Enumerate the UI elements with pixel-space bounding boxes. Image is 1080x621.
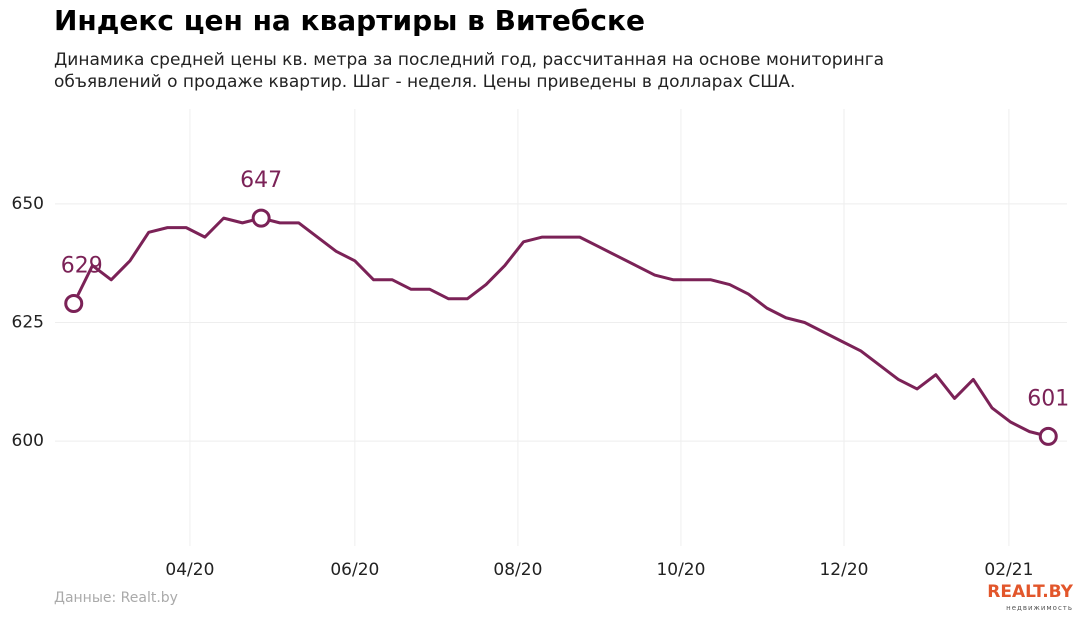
source: Данные: Realt.by xyxy=(54,590,178,606)
highlight-point xyxy=(251,208,271,228)
value-label: 601 xyxy=(1027,386,1069,411)
chart-title: Индекс цен на квартиры в Витебске xyxy=(54,4,645,37)
x-tick-label: 02/21 xyxy=(984,560,1033,580)
data-line xyxy=(72,216,1049,438)
x-tick-label: 04/20 xyxy=(165,560,214,580)
value-label: 647 xyxy=(240,168,282,193)
y-tick-label: 650 xyxy=(12,194,44,214)
y-tick-label: 625 xyxy=(12,313,44,333)
chart-subtitle: Динамика средней цены кв. метра за после… xyxy=(54,50,884,70)
x-tick-label: 10/20 xyxy=(656,560,705,580)
y-tick-label: 600 xyxy=(12,431,44,451)
highlight-point xyxy=(64,294,84,314)
logo: REALT.BY xyxy=(987,582,1073,602)
x-tick-label: 12/20 xyxy=(819,560,868,580)
logo-tagline: недвижимость xyxy=(1006,604,1073,612)
highlight-point xyxy=(1038,426,1058,446)
x-tick-label: 08/20 xyxy=(493,560,542,580)
chart-subtitle: объявлений о продаже квартир. Шаг - неде… xyxy=(54,72,795,92)
x-tick-label: 06/20 xyxy=(330,560,379,580)
value-label: 629 xyxy=(61,254,103,279)
